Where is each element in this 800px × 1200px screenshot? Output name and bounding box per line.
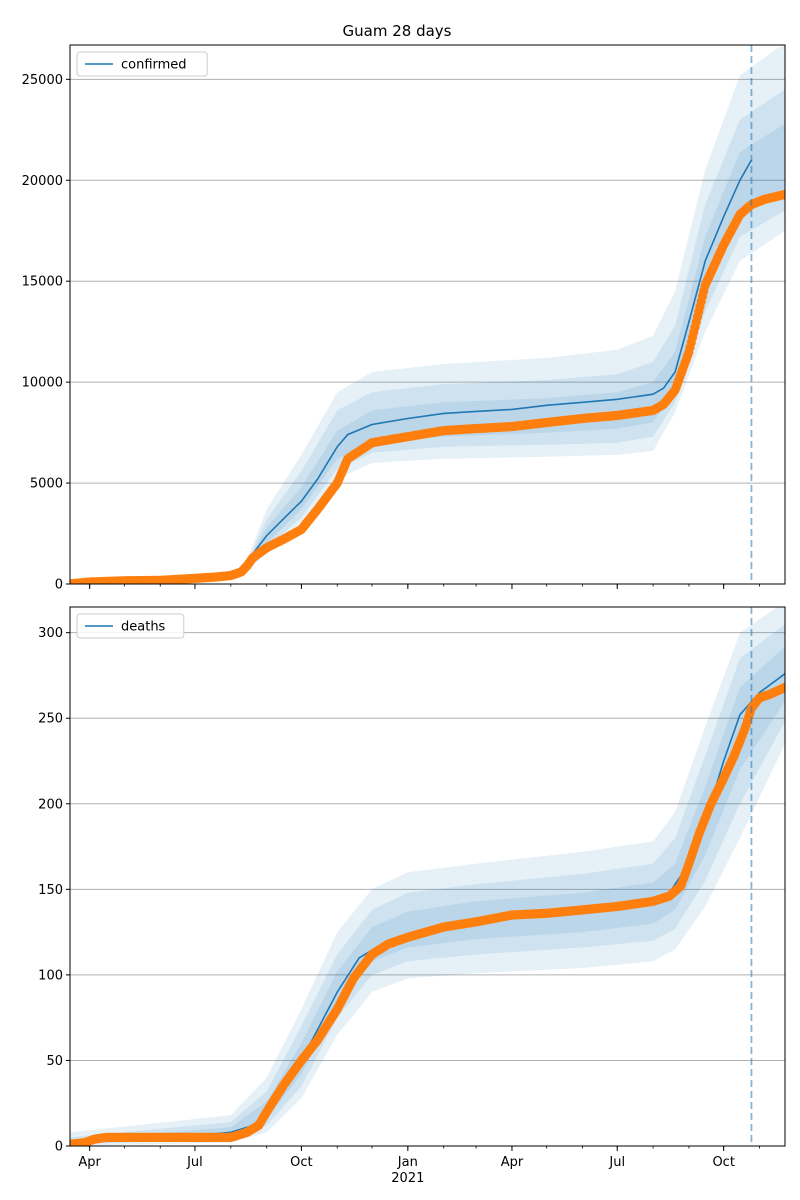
panel-confirmed: 0 5000 10000 15000 20000 25000 confirmed xyxy=(22,44,786,593)
y-tick-label: 300 xyxy=(38,626,63,641)
y-tick-label: 250 xyxy=(38,712,63,727)
x-tick-label: Jul xyxy=(186,1155,203,1170)
observed-point xyxy=(780,189,785,199)
y-tick-label: 25000 xyxy=(22,73,63,88)
y-tick-label: 100 xyxy=(38,968,63,983)
uncertainty-band xyxy=(70,624,785,1145)
uncertainty-band xyxy=(247,123,785,568)
y-tick-label: 50 xyxy=(46,1054,63,1069)
axes-frame xyxy=(69,44,786,585)
uncertainty-band xyxy=(70,607,785,1146)
observed-point xyxy=(780,682,785,692)
y-tick-label: 20000 xyxy=(22,174,63,189)
legend-label: confirmed xyxy=(121,58,187,73)
legend: deaths xyxy=(76,613,185,639)
x-tick-label: Jan xyxy=(397,1155,418,1170)
x-tick-year-label: 2021 xyxy=(391,1171,424,1186)
legend-box xyxy=(76,51,208,77)
x-tick-label: Jul xyxy=(608,1155,625,1170)
axes-frame xyxy=(69,606,786,1147)
y-tick-label: 200 xyxy=(38,797,63,812)
y-tick-label: 150 xyxy=(38,883,63,898)
y-tick-label: 0 xyxy=(55,578,63,593)
observed-series xyxy=(70,682,785,1146)
uncertainty-band xyxy=(247,89,785,569)
legend-label: deaths xyxy=(121,620,166,635)
y-tick-label: 15000 xyxy=(22,275,63,290)
chart-title: Guam 28 days xyxy=(343,22,452,40)
y-tick-label: 10000 xyxy=(22,376,63,391)
model-line xyxy=(246,159,753,567)
x-tick-label: Apr xyxy=(501,1155,524,1170)
y-tick-label: 5000 xyxy=(30,477,63,492)
y-tick-label: 0 xyxy=(55,1140,63,1155)
legend: confirmed xyxy=(76,51,208,77)
x-tick-label: Apr xyxy=(78,1155,101,1170)
observed-series xyxy=(70,189,785,584)
uncertainty-band xyxy=(70,646,785,1145)
x-tick-label: Oct xyxy=(290,1155,312,1170)
x-tick-label: Oct xyxy=(712,1155,734,1170)
legend-box xyxy=(76,613,185,639)
